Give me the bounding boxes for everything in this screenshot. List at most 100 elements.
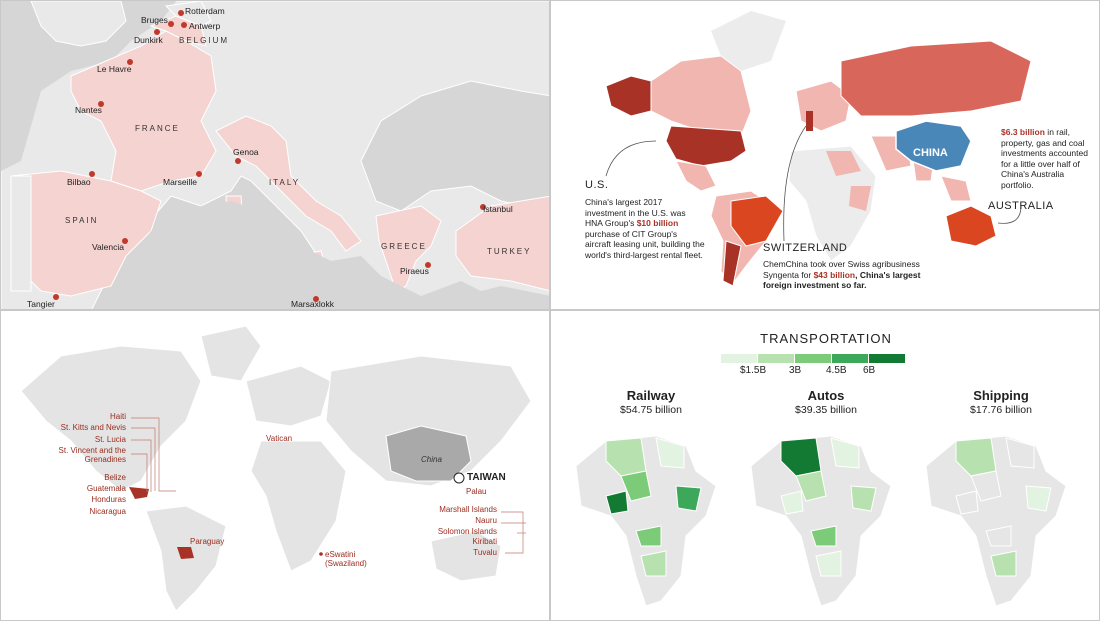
ally-label: Solomon Islands <box>437 527 497 536</box>
ally-label: eSwatini (Swaziland) <box>325 550 367 568</box>
ally-label: Nauru <box>475 516 497 525</box>
map-subtitle: $39.35 billion <box>795 404 857 416</box>
usa-shape <box>665 125 747 167</box>
transportation-title: TRANSPORTATION <box>760 331 892 346</box>
africa-outline <box>750 435 892 607</box>
australia-annotation-amount: $6.3 billion <box>1001 127 1045 137</box>
port-dot <box>168 21 174 27</box>
africa-map <box>750 435 892 607</box>
europe-map-svg <box>1 1 549 309</box>
port-dot <box>480 204 486 210</box>
africa-country <box>810 525 837 547</box>
africa-country <box>1025 485 1052 512</box>
us-annotation: China's largest 2017 investment in the U… <box>585 197 705 260</box>
port-dot <box>122 238 128 244</box>
port-dot <box>178 10 184 16</box>
legend-swatch <box>721 354 757 363</box>
africa-country <box>850 485 877 512</box>
city-label: Genoa <box>233 147 259 157</box>
city-label: Piraeus <box>400 266 429 276</box>
africa-country <box>955 490 979 515</box>
greece-shape <box>375 205 442 292</box>
city-label: Istanbul <box>483 204 513 214</box>
africa-country <box>815 550 842 577</box>
taiwan-label: TAIWAN <box>467 472 506 483</box>
country-label: FRANCE <box>135 124 180 133</box>
africa-country <box>830 437 860 469</box>
africa-outline <box>575 435 717 607</box>
africa-country <box>605 490 629 515</box>
city-label: Antwerp <box>189 21 221 31</box>
china-shape <box>895 120 972 172</box>
italy-shape <box>215 115 362 252</box>
australia-annotation: $6.3 billion in rail, property, gas and … <box>1001 127 1096 190</box>
city-label: Marseille <box>163 177 198 187</box>
city-label: Dunkirk <box>134 35 163 45</box>
legend-label: 3B <box>789 365 802 376</box>
city-label: Valencia <box>92 242 124 252</box>
ally-label: Palau <box>466 487 487 496</box>
map-title: Autos <box>807 388 845 403</box>
map-subtitle: $54.75 billion <box>620 404 682 416</box>
country-label: SPAIN <box>65 216 99 225</box>
switzerland-annotation-text-post: , China's largest foreign investment so … <box>763 269 921 291</box>
switzerland-annotation-text: ChemChina took over Swiss agribusiness S… <box>763 259 920 280</box>
australia-annotation-title: AUSTRALIA <box>988 200 1054 212</box>
africa-country <box>990 550 1017 577</box>
port-dot <box>127 59 133 65</box>
ally-label: Vatican <box>266 434 293 443</box>
city-label: Bruges <box>141 15 168 25</box>
africa-country <box>655 437 685 469</box>
legend-label: 4.5B <box>826 365 847 376</box>
us-annotation-text-post: purchase of CIT Group's aircraft leasing… <box>585 228 705 260</box>
legend-label: $1.5B <box>740 365 767 376</box>
legend-swatch <box>869 354 905 363</box>
country-label: TURKEY <box>487 247 532 256</box>
city-label: Tangier <box>27 299 55 309</box>
africa-country <box>620 470 652 502</box>
ally-label: Tuvalu <box>473 548 497 557</box>
africa-country <box>795 470 827 502</box>
turkey-shape <box>455 195 549 292</box>
country-label: BELGIUM <box>179 36 230 45</box>
port-dot <box>154 29 160 35</box>
ally-label: St. Vincent and the Grenadines <box>58 446 126 464</box>
country-label: ITALY <box>269 178 301 187</box>
europe-ports-map: Rotterdam Bruges Antwerp Dunkirk Le Havr… <box>0 0 550 310</box>
legend-label: 6B <box>863 365 876 376</box>
legend-swatch <box>832 354 868 363</box>
taiwan-allies-svg <box>20 325 532 612</box>
africa-country <box>780 490 804 515</box>
china-label: China <box>421 455 442 464</box>
world-investment-svg <box>605 11 1032 287</box>
africa-map <box>925 435 1067 607</box>
ally-label: Marshall Islands <box>439 505 497 514</box>
france-shape <box>70 30 217 192</box>
port-dot <box>181 22 187 28</box>
taiwan-allies-map: China TAIWAN Haiti St. Kitts and Nevis S… <box>0 310 550 621</box>
switzerland-annotation-amount: $43 billion <box>813 269 856 280</box>
paraguay-shape <box>177 547 194 559</box>
china-label: CHINA <box>913 147 948 159</box>
africa-country <box>1005 437 1035 469</box>
ally-label: Nicaragua <box>89 507 126 516</box>
map-subtitle: $17.76 billion <box>970 404 1032 416</box>
ally-label: St. Lucia <box>94 435 126 444</box>
africa-country <box>635 525 662 547</box>
china-shape <box>385 425 472 482</box>
africa-country <box>970 470 1002 502</box>
africa-country <box>985 525 1012 547</box>
africa-map <box>575 435 717 607</box>
australia-shape <box>945 205 997 247</box>
city-label: Marsaxlokk <box>291 299 334 309</box>
port-dot <box>425 262 431 268</box>
australia-annotation-text: in rail, property, gas and coal investme… <box>1001 127 1088 190</box>
switzerland-annotation: ChemChina took over Swiss agribusiness S… <box>763 259 933 291</box>
port-dot <box>53 294 59 300</box>
world-investment-map: CHINA U.S. China's largest 2017 investme… <box>550 0 1100 310</box>
brazil-shape <box>730 195 784 247</box>
city-label: Rotterdam <box>185 6 225 16</box>
us-annotation-amount: $10 billion <box>636 218 679 228</box>
us-annotation-text: China's largest 2017 investment in the U… <box>585 197 686 228</box>
ally-label: Guatemala <box>86 484 126 493</box>
